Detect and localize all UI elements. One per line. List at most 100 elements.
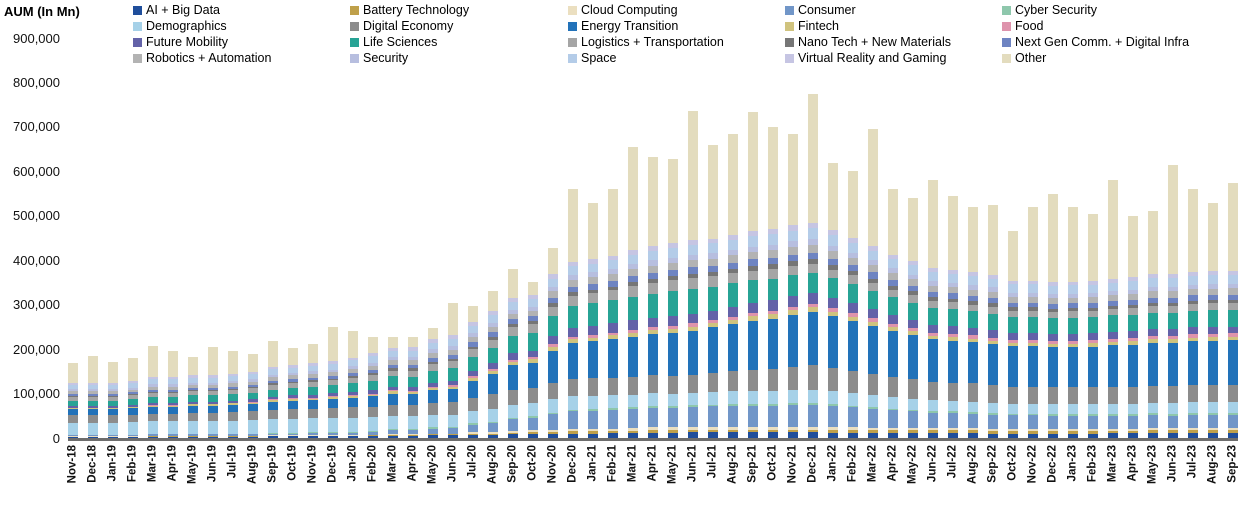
segment-robotics-automation (268, 377, 278, 381)
segment-digital-economy (748, 369, 758, 391)
segment-future-mobility (788, 295, 798, 307)
segment-energy-transition (248, 403, 258, 412)
segment-security (628, 263, 638, 269)
segment-robotics-automation (148, 386, 158, 390)
segment-consumer (468, 424, 478, 433)
x-axis-label: May-20 (426, 445, 439, 484)
segment-nano-tech-new-materials (68, 395, 78, 398)
legend-label: Cyber Security (1015, 3, 1097, 17)
segment-robotics-automation (1128, 293, 1138, 300)
segment-energy-transition (888, 330, 898, 377)
segment-virtual-reality-and-gaming (808, 223, 818, 229)
segment-logistics-transportation (588, 293, 598, 304)
segment-energy-transition (108, 409, 118, 416)
segment-cloud-computing (868, 427, 878, 431)
segment-nano-tech-new-materials (1128, 305, 1138, 309)
segment-virtual-reality-and-gaming (1208, 271, 1218, 276)
segment-ai-big-data (748, 432, 758, 438)
segment-digital-economy (1208, 384, 1218, 403)
segment-cyber-security (1108, 414, 1118, 416)
segment-fintech (488, 370, 498, 374)
segment-fintech (1228, 336, 1238, 341)
segment-digital-economy (1188, 384, 1198, 403)
segment-future-mobility (928, 324, 938, 333)
segment-demographics (68, 422, 78, 435)
bar-aug-20: Aug-20 (487, 38, 499, 484)
segment-food (1048, 341, 1058, 345)
segment-digital-economy (688, 374, 698, 393)
segment-next-gen-comm-digital-infra (1048, 303, 1058, 309)
segment-consumer (788, 405, 798, 427)
segment-cloud-computing (1188, 427, 1198, 431)
segment-security (708, 253, 718, 259)
segment-digital-economy (1088, 387, 1098, 405)
segment-digital-economy (588, 378, 598, 396)
segment-food (828, 308, 838, 312)
segment-robotics-automation (168, 386, 178, 390)
segment-fintech (88, 408, 98, 410)
x-axis-label: Jun-21 (686, 445, 699, 483)
legend-item-food: Food (1002, 18, 1242, 34)
bar-oct-19: Oct-19 (287, 38, 299, 481)
segment-energy-transition (188, 405, 198, 413)
segment-digital-economy (228, 412, 238, 421)
segment-logistics-transportation (648, 282, 658, 294)
segment-cloud-computing (948, 428, 958, 431)
segment-energy-transition (468, 380, 478, 398)
segment-demographics (788, 390, 798, 404)
segment-life-sciences (168, 397, 178, 403)
segment-ai-big-data (1048, 433, 1058, 438)
segment-next-gen-comm-digital-infra (868, 272, 878, 279)
segment-ai-big-data (988, 433, 998, 438)
segment-space (908, 265, 918, 275)
segment-digital-economy (528, 388, 538, 404)
segment-logistics-transportation (548, 306, 558, 316)
legend-item-digital-economy: Digital Economy (350, 18, 568, 34)
segment-logistics-transportation (988, 306, 998, 314)
bar-dec-20: Dec-20 (567, 38, 579, 483)
segment-food (1188, 334, 1198, 338)
chart-title: AUM (In Mn) (4, 4, 80, 19)
segment-security (168, 384, 178, 387)
segment-virtual-reality-and-gaming (1048, 282, 1058, 286)
legend-label: Digital Economy (363, 19, 454, 33)
segment-future-mobility (868, 308, 878, 319)
segment-next-gen-comm-digital-infra (808, 252, 818, 260)
x-axis-label: Aug-19 (246, 445, 259, 484)
segment-future-mobility (988, 330, 998, 338)
segment-cyber-security (1068, 414, 1078, 416)
legend-swatch-future-mobility (133, 37, 142, 47)
segment-next-gen-comm-digital-infra (368, 369, 378, 373)
segment-logistics-transportation (1048, 311, 1058, 319)
segment-nano-tech-new-materials (808, 259, 818, 264)
segment-security (248, 379, 258, 382)
segment-life-sciences (748, 280, 758, 303)
segment-fintech (608, 335, 618, 339)
segment-food (988, 337, 998, 341)
segment-virtual-reality-and-gaming (948, 269, 958, 274)
segment-life-sciences (628, 296, 638, 321)
segment-cyber-security (308, 432, 318, 434)
legend-swatch-ai-big-data (133, 5, 142, 15)
segment-next-gen-comm-digital-infra (988, 298, 998, 304)
segment-future-mobility (568, 327, 578, 337)
segment-robotics-automation (1088, 297, 1098, 303)
segment-fintech (1048, 344, 1058, 348)
bar-aug-23: Aug-23 (1207, 38, 1219, 484)
segment-life-sciences (768, 278, 778, 300)
segment-battery-technology (668, 430, 678, 433)
segment-ai-big-data (108, 437, 118, 438)
x-axis-label: Oct-19 (286, 445, 299, 481)
segment-consumer (968, 413, 978, 429)
bar-sep-21: Sep-21 (747, 38, 759, 483)
bar-jul-22: Jul-22 (947, 38, 959, 478)
segment-security (208, 382, 218, 385)
segment-nano-tech-new-materials (428, 361, 438, 365)
segment-digital-economy (208, 412, 218, 421)
segment-energy-transition (428, 390, 438, 403)
segment-other (928, 180, 938, 269)
segment-next-gen-comm-digital-infra (628, 275, 638, 283)
segment-other (828, 162, 838, 231)
segment-robotics-automation (528, 310, 538, 317)
segment-battery-technology (1008, 431, 1018, 434)
